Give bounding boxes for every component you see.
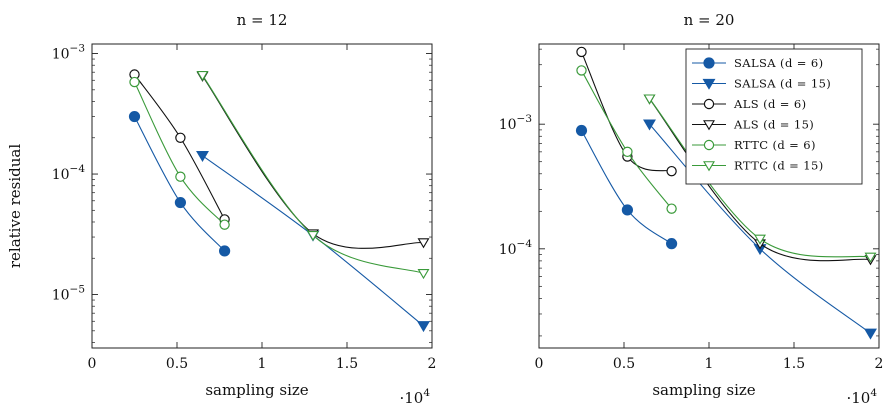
legend-marker: [702, 78, 716, 90]
series-line-rttc6: [581, 70, 673, 209]
point-salsa6: [575, 124, 588, 137]
point-rttc15: [643, 94, 656, 105]
point-rttc15: [864, 252, 877, 263]
x-tick-label: 0.5: [613, 356, 635, 372]
x-axis-label: sampling size: [205, 381, 308, 399]
point-salsa15: [196, 151, 209, 162]
plot-frame: [538, 43, 880, 349]
legend-marker: [703, 98, 715, 110]
legend-marker: [703, 120, 715, 131]
point-rttc6: [129, 76, 140, 88]
legend-label: RTTC (d = 15): [734, 159, 824, 173]
x-axis-label: sampling size: [652, 381, 755, 399]
legend-item-salsa15: SALSA (d = 15): [692, 77, 831, 91]
x-tick-label: 0: [535, 356, 544, 372]
series-salsa6: [575, 124, 678, 250]
point-salsa6: [174, 196, 186, 209]
legend-box: [685, 48, 863, 185]
legend-marker: [703, 57, 715, 69]
point-salsa6: [128, 110, 141, 123]
point-rttc15: [196, 70, 209, 82]
y-tick-label: 10−3: [52, 43, 85, 63]
y-tick-label-base: 10: [52, 167, 70, 183]
point-als6: [666, 165, 677, 177]
y-tick-label-base: 10: [499, 242, 517, 258]
x-tick-label: 1.5: [783, 356, 805, 372]
series-rttc15: [196, 70, 430, 280]
series-rttc6: [576, 65, 677, 214]
legend-item-als6: ALS (d = 6): [692, 97, 806, 111]
y-tick-label: 10−3: [499, 113, 532, 133]
point-salsa15: [643, 119, 656, 131]
point-rttc6: [219, 219, 230, 230]
x-tick-label: 1.5: [336, 356, 358, 372]
point-rttc6: [666, 203, 677, 214]
y-tick-label: 10−4: [52, 163, 86, 183]
x-scale-factor-base: ·10: [846, 389, 870, 407]
point-rttc15: [417, 269, 430, 280]
series-line-rttc15: [202, 74, 424, 274]
x-tick-label: 1: [705, 356, 714, 372]
chart-title: n = 20: [684, 11, 735, 29]
point-salsa15: [417, 321, 430, 333]
x-scale-factor: ·104: [399, 387, 430, 407]
point-als6: [576, 46, 587, 58]
y-tick-label-base: 10: [52, 288, 70, 304]
x-tick-label: 0: [88, 356, 97, 372]
series-als15: [196, 71, 430, 249]
point-rttc15: [307, 231, 319, 242]
y-tick-label: 10−5: [52, 284, 85, 304]
legend-label: ALS (d = 6): [733, 97, 806, 111]
plot-frame: [91, 43, 433, 349]
series-salsa6: [128, 110, 231, 257]
legend-label: ALS (d = 15): [733, 118, 814, 132]
x-tick-label: 1: [258, 356, 267, 372]
legend-label: SALSA (d = 6): [734, 56, 823, 70]
legend-item-salsa6: SALSA (d = 6): [692, 56, 823, 70]
x-tick-label: 0.5: [166, 356, 188, 372]
series-line-als15: [202, 75, 424, 249]
legend-item-als15: ALS (d = 15): [692, 118, 814, 132]
legend-marker: [703, 161, 715, 172]
point-salsa15: [864, 328, 877, 340]
point-rttc6: [175, 171, 186, 182]
series-rttc6: [129, 76, 230, 230]
y-axis-label: relative residual: [6, 144, 24, 268]
legend: SALSA (d = 6) SALSA (d = 15) ALS (d = 6) AL…: [685, 48, 863, 185]
point-salsa6: [219, 245, 231, 257]
y-tick-label-base: 10: [52, 47, 70, 63]
x-scale-factor-base: ·10: [399, 389, 423, 407]
series-salsa15: [196, 151, 430, 333]
x-scale-factor: ·104: [846, 387, 877, 407]
point-als15: [417, 238, 430, 249]
point-rttc15: [754, 234, 766, 245]
legend-item-rttc6: RTTC (d = 6): [692, 138, 816, 152]
x-tick-label: 2: [428, 356, 437, 372]
y-tick-label-exp: −3: [70, 43, 85, 55]
point-rttc6: [576, 65, 587, 76]
y-tick-label-exp: −5: [70, 284, 85, 296]
y-tick-label-exp: −4: [70, 163, 86, 175]
y-tick-label-exp: −4: [517, 238, 533, 250]
x-scale-factor-exp: 4: [870, 387, 877, 399]
legend-label: SALSA (d = 15): [734, 77, 831, 91]
point-salsa6: [665, 238, 678, 250]
x-scale-factor-exp: 4: [423, 387, 430, 399]
series-rttc15: [643, 94, 877, 263]
legend-label: RTTC (d = 6): [734, 138, 816, 152]
point-als6: [175, 132, 186, 143]
x-tick-label: 2: [875, 356, 884, 372]
legend-marker: [703, 139, 715, 151]
legend-item-rttc15: RTTC (d = 15): [692, 159, 824, 173]
y-tick-label: 10−4: [499, 238, 533, 258]
y-tick-label-exp: −3: [517, 113, 532, 125]
y-tick-label-base: 10: [499, 117, 517, 133]
chart-title: n = 12: [237, 11, 288, 29]
point-salsa6: [621, 204, 634, 216]
point-rttc6: [622, 146, 633, 158]
series-als6: [576, 46, 677, 177]
